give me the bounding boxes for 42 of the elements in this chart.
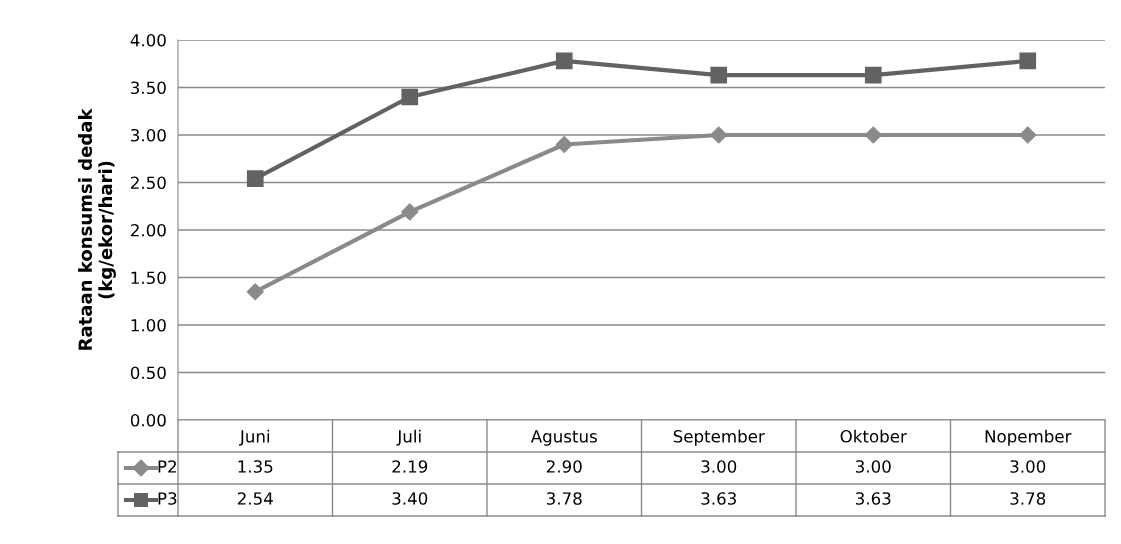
point xyxy=(1019,126,1037,144)
data-label: 2.54 xyxy=(237,492,273,505)
y-tick-label: 0.00 xyxy=(130,413,166,427)
point xyxy=(555,135,573,154)
data-label: 2.19 xyxy=(392,460,428,473)
data-label: 3.63 xyxy=(701,492,736,505)
y-axis-title: Rataan konsumsi dedak (kg/ekor/hari) xyxy=(78,108,116,350)
data-label: 3.00 xyxy=(701,460,737,473)
x-tick-label: Juli xyxy=(396,429,421,446)
data-label: 3.00 xyxy=(855,460,891,473)
data-label: 3.78 xyxy=(546,492,582,505)
x-tick-label: Juni xyxy=(239,429,270,446)
data-label: 3.00 xyxy=(1010,460,1046,473)
legend-label: P3 xyxy=(158,492,177,505)
data-label: 3.78 xyxy=(1010,492,1046,505)
x-tick-label: Oktober xyxy=(840,429,907,443)
point xyxy=(401,88,419,106)
point xyxy=(246,170,264,188)
y-tick-label: 0.50 xyxy=(130,366,166,380)
y-tick-label: 3.50 xyxy=(131,81,166,95)
x-tick-label: Nopember xyxy=(985,429,1072,446)
point xyxy=(401,203,419,221)
point xyxy=(710,126,728,144)
point xyxy=(864,126,882,144)
point xyxy=(710,66,728,84)
y-tick-label: 2.00 xyxy=(131,223,166,237)
y-tick-label: 1.50 xyxy=(131,271,166,285)
point xyxy=(246,283,264,301)
data-label: 3.63 xyxy=(855,492,891,505)
data-label: 2.90 xyxy=(546,460,582,473)
legend-label: P2 xyxy=(158,460,176,473)
x-tick-label: September xyxy=(673,429,765,446)
point xyxy=(864,66,882,84)
data-label: 1.35 xyxy=(238,460,273,473)
point xyxy=(555,52,573,70)
y-tick-label: 1.00 xyxy=(131,318,166,332)
data-label: 3.40 xyxy=(392,492,428,505)
y-tick-label: 2.50 xyxy=(131,176,166,190)
y-tick-label: 3.00 xyxy=(131,128,166,142)
x-tick-label: Agustus xyxy=(530,430,597,446)
y-tick-label: 4.00 xyxy=(130,33,166,47)
point xyxy=(1019,52,1037,70)
